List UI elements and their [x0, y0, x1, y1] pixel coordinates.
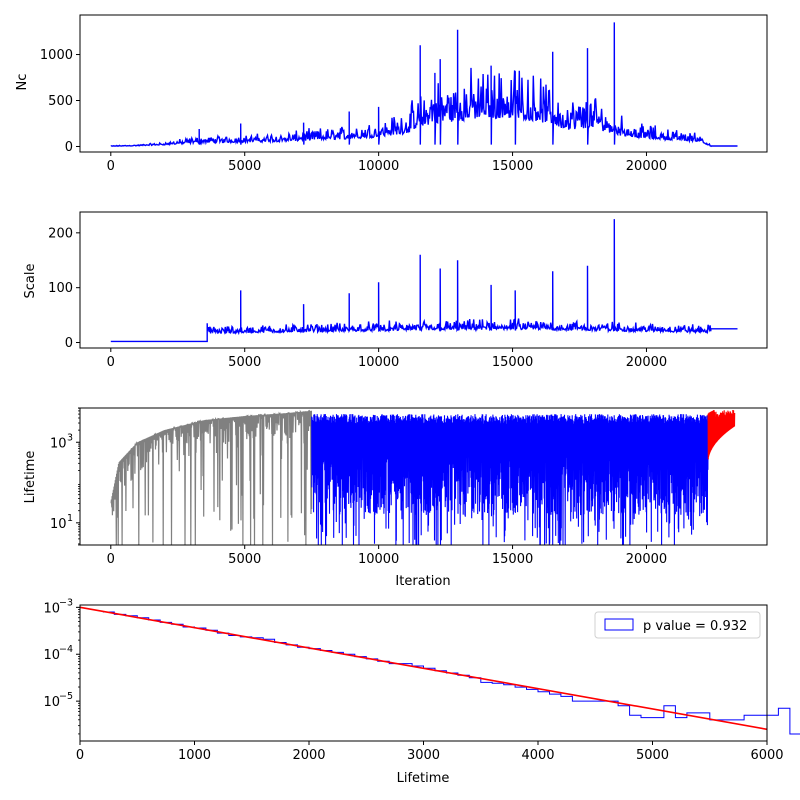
scale-y-tick-label: 0 — [65, 336, 73, 351]
scale-x-tick-label: 15000 — [492, 355, 533, 370]
fit-line — [79, 606, 768, 731]
nc-x-tick-label: 5000 — [228, 159, 261, 174]
histogram-x-tick-label: 6000 — [750, 748, 783, 763]
histogram-y-tick-label: 10 — [43, 601, 60, 616]
nc-series-line — [110, 22, 738, 148]
lifetime-frame — [79, 407, 768, 546]
lifetime-series-blue — [311, 414, 709, 545]
scale-y-axis-label: Scale — [23, 264, 38, 299]
nc-y-tick-label: 0 — [65, 140, 73, 155]
scale-x-tick-label: 0 — [107, 355, 115, 370]
lifetime-histogram-panel: Lifetime 0 1000 2000 3000 4000 5000 600010−310… — [43, 597, 800, 786]
histogram-y-tick-exponent: −5 — [59, 691, 73, 702]
legend-label: p value = 0.932 — [643, 619, 747, 634]
nc-x-tick-label: 20000 — [626, 159, 667, 174]
histogram-y-tick-label: 10 — [43, 648, 60, 663]
iteration-x-axis-label: Iteration — [395, 574, 450, 589]
lifetime-y-tick-label: 10 — [50, 436, 67, 451]
scale-panel: Scale 0 5000 10000 15000 20000 0 100 200 — [23, 211, 768, 370]
scale-y-tick-label: 200 — [48, 226, 73, 241]
nc-y-tick-label: 500 — [48, 94, 73, 109]
histogram-x-tick-label: 2000 — [292, 748, 325, 763]
histogram-x-tick-label: 1000 — [178, 748, 211, 763]
lifetime-trace-panel: Lifetime Iteration 0 5000 10000 15000 20000 1… — [23, 407, 768, 589]
nc-y-axis-label: Nc — [15, 74, 30, 91]
scale-x-tick-label: 10000 — [358, 355, 399, 370]
nc-y-tick-label: 1000 — [40, 48, 73, 63]
legend-swatch — [604, 618, 634, 631]
histogram-x-tick-label: 4000 — [521, 748, 554, 763]
nc-x-tick-label: 10000 — [358, 159, 399, 174]
lifetime-y-tick-label: 10 — [50, 517, 67, 532]
legend: p value = 0.932 — [594, 611, 761, 639]
lifetime-x-tick-label: 0 — [107, 552, 115, 567]
histogram-x-axis-label: Lifetime — [397, 771, 450, 786]
histogram-x-tick-label: 3000 — [407, 748, 440, 763]
scale-x-tick-label: 5000 — [228, 355, 261, 370]
nc-x-tick-label: 0 — [107, 159, 115, 174]
histogram-x-tick-label: 0 — [76, 748, 84, 763]
lifetime-y-tick-exponent: 1 — [67, 513, 73, 524]
lifetime-x-tick-label: 15000 — [492, 552, 533, 567]
scale-y-tick-label: 100 — [48, 281, 73, 296]
lifetime-x-tick-label: 5000 — [228, 552, 261, 567]
lifetime-y-axis-label: Lifetime — [23, 451, 38, 504]
histogram-y-tick-exponent: −3 — [59, 597, 73, 608]
histogram-y-tick-label: 10 — [43, 695, 60, 710]
scale-frame — [79, 211, 768, 349]
lifetime-series-gray — [110, 409, 313, 545]
scale-series-line — [110, 219, 738, 343]
nc-x-tick-label: 15000 — [492, 159, 533, 174]
lifetime-series-group — [110, 409, 736, 545]
lifetime-y-tick-exponent: 3 — [67, 432, 73, 443]
scale-x-tick-label: 20000 — [626, 355, 667, 370]
nc-frame — [79, 14, 768, 153]
lifetime-series-red — [707, 409, 736, 460]
histogram-x-tick-label: 5000 — [636, 748, 669, 763]
legend-box — [594, 611, 761, 639]
lifetime-x-tick-label: 20000 — [626, 552, 667, 567]
lifetime-x-tick-label: 10000 — [358, 552, 399, 567]
histogram-y-tick-exponent: −4 — [59, 644, 73, 655]
nc-panel: Nc 0 5000 10000 15000 20000 0 500 1000 — [15, 14, 768, 174]
